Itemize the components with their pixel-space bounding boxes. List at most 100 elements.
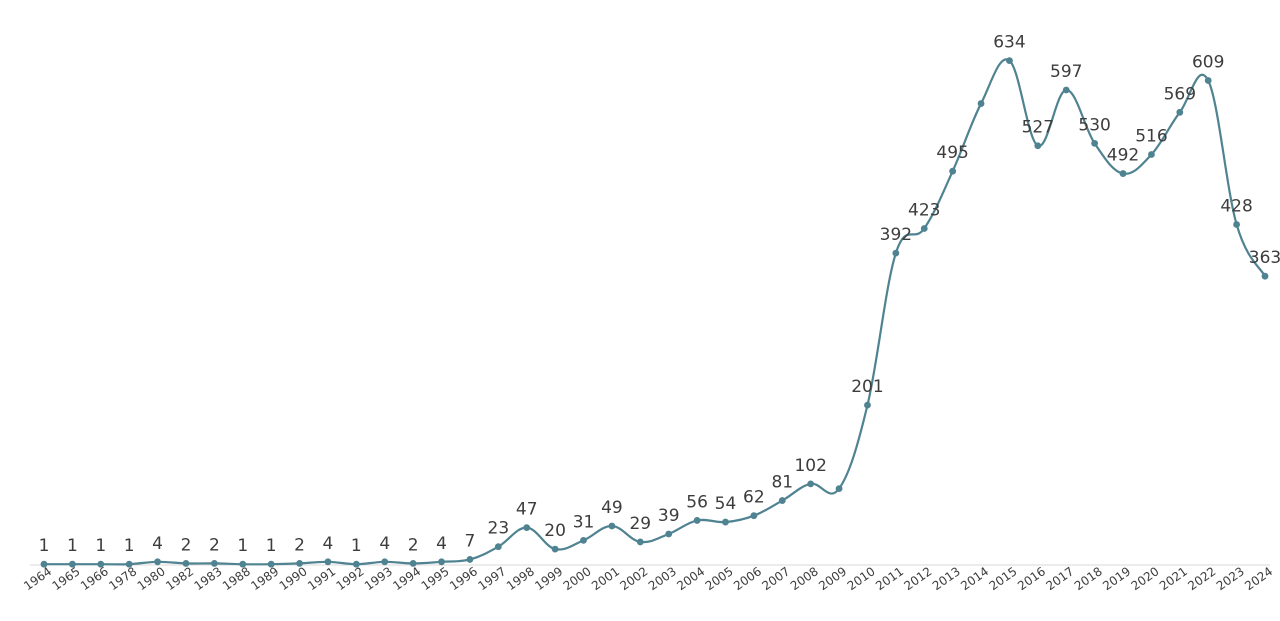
data-label-2011: 392 [880,225,912,245]
data-point-2007 [778,497,786,504]
x-tick-2001: 2001 [589,564,622,593]
x-tick-labels: 1964196519661978198019821983198819891990… [21,564,1275,593]
data-label-1995: 4 [436,534,447,554]
data-point-1994 [409,560,417,567]
x-tick-1982: 1982 [163,564,196,593]
data-point-1982 [182,560,190,567]
data-label-2017: 597 [1050,62,1082,82]
data-point-2009 [835,485,843,493]
data-label-1989: 1 [266,536,277,556]
data-point-1999 [551,545,559,553]
x-tick-1991: 1991 [305,564,338,593]
x-tick-2023: 2023 [1214,564,1247,593]
data-label-2019: 492 [1107,146,1139,166]
data-point-2023 [1233,221,1240,228]
x-tick-1966: 1966 [78,564,111,593]
x-tick-2006: 2006 [731,564,764,593]
data-label-1992: 1 [351,536,362,556]
data-label-1999: 20 [544,521,566,541]
data-label-1998: 47 [516,500,538,520]
data-point-2020 [1148,151,1155,158]
x-tick-2014: 2014 [958,564,991,593]
data-point-1998 [523,524,531,532]
data-label-1997: 23 [488,519,510,539]
x-tick-1964: 1964 [21,564,54,593]
data-point-2017 [1062,86,1070,94]
data-point-2001 [608,522,616,530]
data-label-2002: 29 [629,514,651,534]
data-point-1989 [267,560,275,568]
x-tick-1965: 1965 [50,564,83,593]
data-label-2022: 609 [1192,52,1224,72]
x-tick-2019: 2019 [1100,564,1133,593]
data-point-2018 [1091,139,1099,147]
data-point-2011 [892,249,900,257]
data-label-1964: 1 [39,536,50,556]
x-tick-2024: 2024 [1242,564,1275,593]
x-tick-1980: 1980 [135,564,168,593]
data-point-2002 [636,538,644,546]
x-tick-1992: 1992 [334,564,367,593]
x-tick-2017: 2017 [1043,564,1076,593]
x-tick-1990: 1990 [277,564,310,593]
x-tick-1978: 1978 [106,564,139,593]
x-tick-1993: 1993 [362,564,395,593]
data-label-2018: 530 [1078,115,1110,135]
data-label-2016: 527 [1022,118,1054,138]
x-tick-2013: 2013 [930,564,963,593]
data-point-1996 [466,556,474,563]
data-label-2003: 39 [658,506,680,526]
x-tick-2018: 2018 [1072,564,1105,593]
data-label-2006: 62 [743,488,765,508]
data-point-2003 [665,530,673,538]
data-point-1997 [494,543,502,551]
x-tick-2011: 2011 [873,564,906,593]
data-label-1983: 2 [209,535,220,555]
x-tick-1997: 1997 [476,564,509,593]
data-label-2004: 56 [686,492,708,512]
data-label-1996: 7 [465,531,476,551]
data-label-1990: 2 [294,535,305,555]
data-point-1965 [69,560,76,568]
data-label-2010: 201 [851,377,883,397]
data-point-1990 [296,560,303,567]
x-tick-2015: 2015 [987,564,1020,593]
x-tick-2016: 2016 [1015,564,1048,593]
data-label-1978: 1 [124,536,135,556]
data-label-2000: 31 [573,512,595,532]
data-point-1992 [352,560,360,568]
data-point-2021 [1176,108,1184,116]
data-point-2014 [977,100,985,107]
x-tick-2002: 2002 [617,564,650,593]
data-label-2007: 81 [771,473,793,493]
data-label-2015: 634 [993,33,1025,53]
data-point-2016 [1034,142,1042,150]
data-label-2001: 49 [601,498,623,518]
x-tick-2000: 2000 [561,564,594,593]
x-tick-2004: 2004 [674,564,707,593]
data-point-2000 [580,536,587,544]
data-point-2004 [693,517,701,524]
data-point-1966 [97,560,105,568]
data-label-2020: 516 [1135,126,1167,146]
data-label-2023: 428 [1220,196,1252,216]
data-label-1988: 1 [237,536,248,556]
data-point-2006 [750,512,758,520]
data-label-1991: 4 [323,534,334,554]
x-tick-2008: 2008 [788,564,821,593]
data-point-1964 [40,560,48,568]
data-label-1980: 4 [152,534,163,554]
x-tick-2009: 2009 [816,564,849,593]
data-point-2012 [920,225,928,232]
data-label-2024: 363 [1249,248,1280,268]
x-tick-1996: 1996 [447,564,480,593]
data-label-2005: 54 [715,494,737,514]
data-label-2013: 495 [936,143,968,163]
data-point-1991 [324,558,332,566]
data-point-1993 [381,558,389,566]
data-point-2019 [1119,170,1127,177]
data-point-1980 [154,558,161,566]
data-label-1994: 2 [408,535,419,555]
